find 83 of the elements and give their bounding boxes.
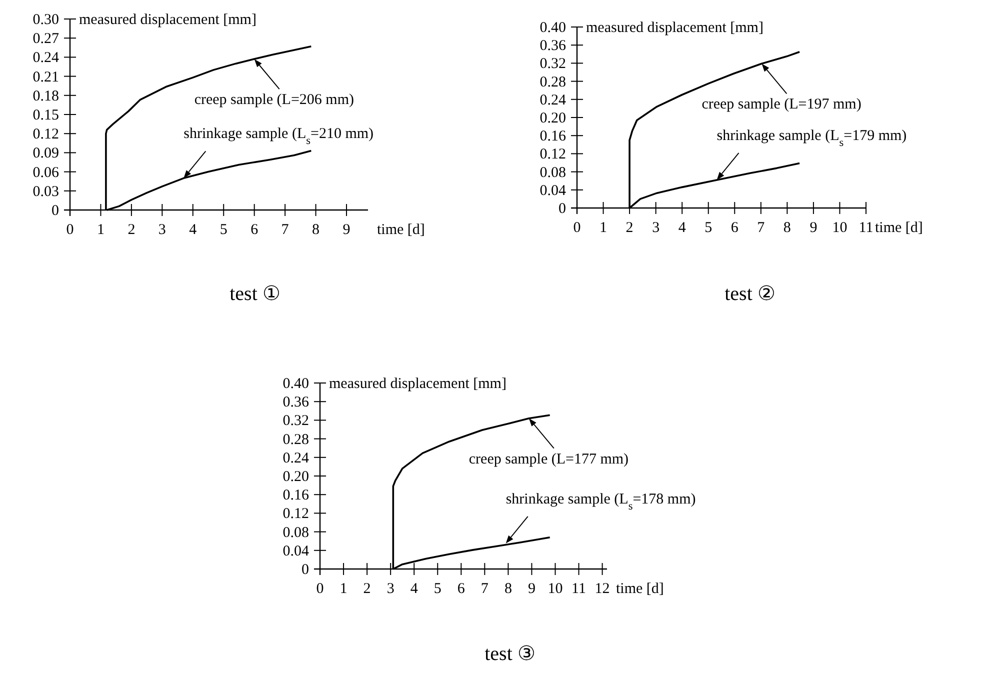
x-tick-label: 12: [594, 581, 610, 597]
x-tick-label: 7: [281, 222, 290, 238]
y-tick-label: 0.12: [32, 126, 59, 143]
x-axis-title: time [d]: [875, 220, 923, 236]
x-axis-title: time [d]: [616, 581, 664, 597]
text: test ③: [484, 643, 536, 665]
x-tick-label: 11: [858, 220, 874, 236]
x-axis-title: time [d]: [377, 222, 425, 238]
x-tick-label: 4: [678, 220, 686, 236]
y-tick-label: 0.24: [32, 50, 60, 66]
y-tick-label: 0.21: [32, 69, 59, 86]
y-tick-label: 0.20: [282, 469, 309, 485]
x-tick-label: 4: [410, 581, 418, 597]
x-tick-label: 2: [363, 581, 371, 597]
x-tick-label: 8: [312, 222, 320, 238]
y-tick-label: 0.28: [282, 432, 309, 448]
x-tick-label: 0: [316, 581, 324, 597]
y-tick-label: 0.40: [282, 376, 309, 392]
y-tick-label: 0.12: [540, 146, 566, 163]
annotation: shrinkage sample (L$_{s}$=210 mm): [184, 126, 374, 148]
annotation: creep sample (L=177 mm): [468, 451, 629, 468]
x-tick-label: 6: [250, 222, 259, 238]
y-tick-label: 0.03: [32, 184, 59, 200]
x-tick-label: 9: [528, 581, 536, 597]
y-tick-label: 0: [558, 201, 566, 217]
x-tick-label: 4: [189, 222, 198, 238]
y-tick-label: 0.40: [540, 20, 566, 36]
x-tick-label: 3: [652, 220, 660, 236]
x-tick-label: 11: [572, 581, 586, 597]
x-tick-label: 5: [434, 581, 442, 597]
y-tick-label: 0.28: [540, 74, 566, 90]
x-tick-label: 10: [548, 581, 563, 597]
y-tick-label: 0.15: [32, 108, 59, 124]
x-tick-label: 1: [96, 222, 104, 238]
x-tick-label: 10: [832, 220, 848, 236]
x-tick-label: 3: [158, 222, 166, 238]
x-tick-label: 0: [66, 222, 74, 238]
x-tick-label: 6: [457, 581, 466, 597]
x-tick-label: 8: [783, 220, 791, 236]
x-tick-label: 5: [220, 222, 228, 238]
annotation: creep sample (L=206 mm): [194, 92, 354, 108]
y-tick-label: 0.36: [540, 38, 566, 54]
x-tick-label: 9: [342, 222, 350, 238]
y-tick-label: 0.08: [540, 164, 566, 181]
y-tick-label: 0.20: [540, 110, 566, 126]
y-tick-label: 0.16: [540, 128, 566, 145]
y-tick-label: 0.08: [282, 524, 309, 541]
y-tick-label: 0.30: [32, 12, 59, 28]
y-tick-label: 0: [52, 203, 59, 219]
y-tick-label: 0.32: [282, 413, 309, 430]
x-tick-label: 3: [386, 581, 394, 597]
x-tick-label: 2: [626, 220, 634, 236]
x-tick-label: 1: [340, 581, 348, 597]
y-tick-label: 0.24: [540, 92, 566, 108]
annotation: creep sample (L=197 mm): [702, 96, 862, 113]
y-tick-label: 0.04: [540, 182, 566, 199]
y-axis-title: measured displacement [mm]: [586, 20, 764, 36]
x-tick-label: 7: [757, 220, 766, 236]
x-tick-label: 9: [810, 220, 818, 236]
annotation: shrinkage sample (L$_{s}$=179 mm): [716, 128, 907, 149]
x-tick-label: 6: [730, 220, 739, 236]
text: test ②: [724, 283, 776, 305]
y-tick-label: 0.04: [282, 543, 310, 560]
x-tick-label: 8: [504, 581, 512, 597]
y-tick-label: 0.27: [32, 31, 60, 48]
y-tick-label: 0.18: [32, 88, 59, 104]
x-tick-label: 2: [128, 222, 136, 238]
x-tick-label: 7: [480, 581, 489, 597]
x-tick-label: 0: [573, 220, 581, 236]
x-tick-label: 1: [600, 220, 608, 236]
y-tick-label: 0.06: [32, 164, 60, 181]
x-tick-label: 5: [704, 220, 712, 236]
text: test ①: [230, 283, 280, 305]
y-tick-label: 0.24: [282, 450, 310, 466]
annotation: shrinkage sample (L$_{s}$=178 mm): [506, 491, 696, 512]
y-tick-label: 0: [302, 562, 309, 578]
y-axis-title: measured displacement [mm]: [79, 12, 256, 28]
y-tick-label: 0.12: [282, 506, 309, 522]
y-axis-title: measured displacement [mm]: [329, 376, 506, 392]
y-tick-label: 0.16: [282, 488, 310, 504]
y-tick-label: 0.09: [32, 146, 59, 162]
y-tick-label: 0.36: [282, 394, 310, 411]
y-tick-label: 0.32: [540, 56, 566, 72]
